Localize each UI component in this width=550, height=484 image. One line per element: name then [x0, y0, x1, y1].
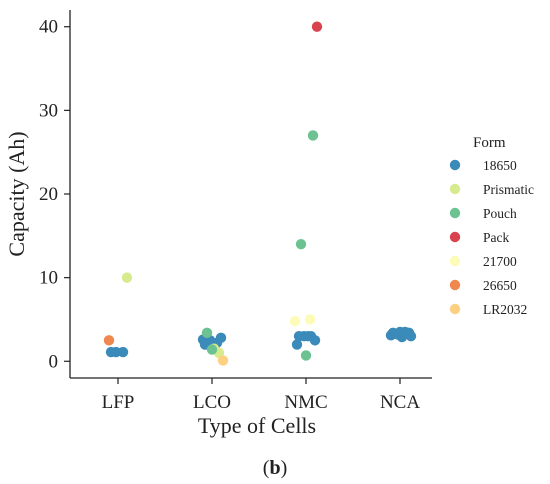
- legend-label: Pack: [483, 230, 509, 245]
- data-point-18650: [302, 330, 314, 342]
- legend-label: 21700: [483, 254, 517, 269]
- data-point-18650: [215, 332, 227, 344]
- legend-marker: [449, 255, 461, 267]
- legend-marker: [449, 303, 461, 315]
- legend-label: Pouch: [483, 206, 517, 221]
- legend-marker: [449, 279, 461, 291]
- data-point-pouch: [307, 130, 319, 141]
- axes: 0 10 20 30 40 LFP LCO NMC NCA Type of Cells Capaci…: [4, 10, 432, 438]
- y-tick-label: 20: [39, 184, 58, 205]
- data-point-18650: [394, 326, 406, 338]
- legend-marker: [449, 207, 461, 219]
- y-axis-label: Capacity (Ah): [4, 131, 29, 256]
- legend-title: Form: [473, 135, 506, 151]
- y-tick-label: 0: [49, 351, 59, 372]
- legend-label: 26650: [483, 278, 517, 293]
- legend-marker: [449, 183, 461, 195]
- legend: Form 18650 Prismatic Pouch Pack 21700 26650 LR2…: [449, 135, 534, 317]
- data-point-prismatic: [121, 272, 133, 283]
- x-tick-label: LFP: [102, 392, 135, 413]
- data-point-21700: [289, 315, 301, 327]
- y-tick-label: 10: [39, 268, 58, 289]
- legend-marker: [449, 231, 461, 243]
- y-tick-label: 40: [39, 17, 58, 38]
- legend-label: 18650: [483, 158, 517, 173]
- legend-marker: [449, 159, 461, 171]
- data-point-pouch: [295, 238, 307, 250]
- legend-label: Prismatic: [483, 182, 534, 197]
- x-tick-label: NMC: [284, 392, 327, 413]
- x-tick-label: LCO: [193, 392, 231, 413]
- legend-label: LR2032: [483, 302, 527, 317]
- y-tick-label: 30: [39, 100, 58, 121]
- x-tick-label: NCA: [380, 392, 420, 413]
- x-axis-label: Type of Cells: [198, 413, 316, 438]
- figure-caption: (b): [263, 457, 287, 479]
- data-point-pouch: [206, 344, 218, 355]
- data-point-pouch: [201, 327, 213, 339]
- data-point-pouch: [300, 350, 312, 361]
- scatter-points: [103, 21, 417, 366]
- data-point-lr2032: [217, 355, 229, 366]
- data-point-21700: [304, 314, 316, 325]
- data-point-18650: [291, 339, 303, 350]
- data-point-pack: [311, 21, 323, 32]
- data-point-26650: [103, 335, 115, 346]
- data-point-18650: [405, 330, 417, 342]
- data-point-18650: [110, 346, 122, 358]
